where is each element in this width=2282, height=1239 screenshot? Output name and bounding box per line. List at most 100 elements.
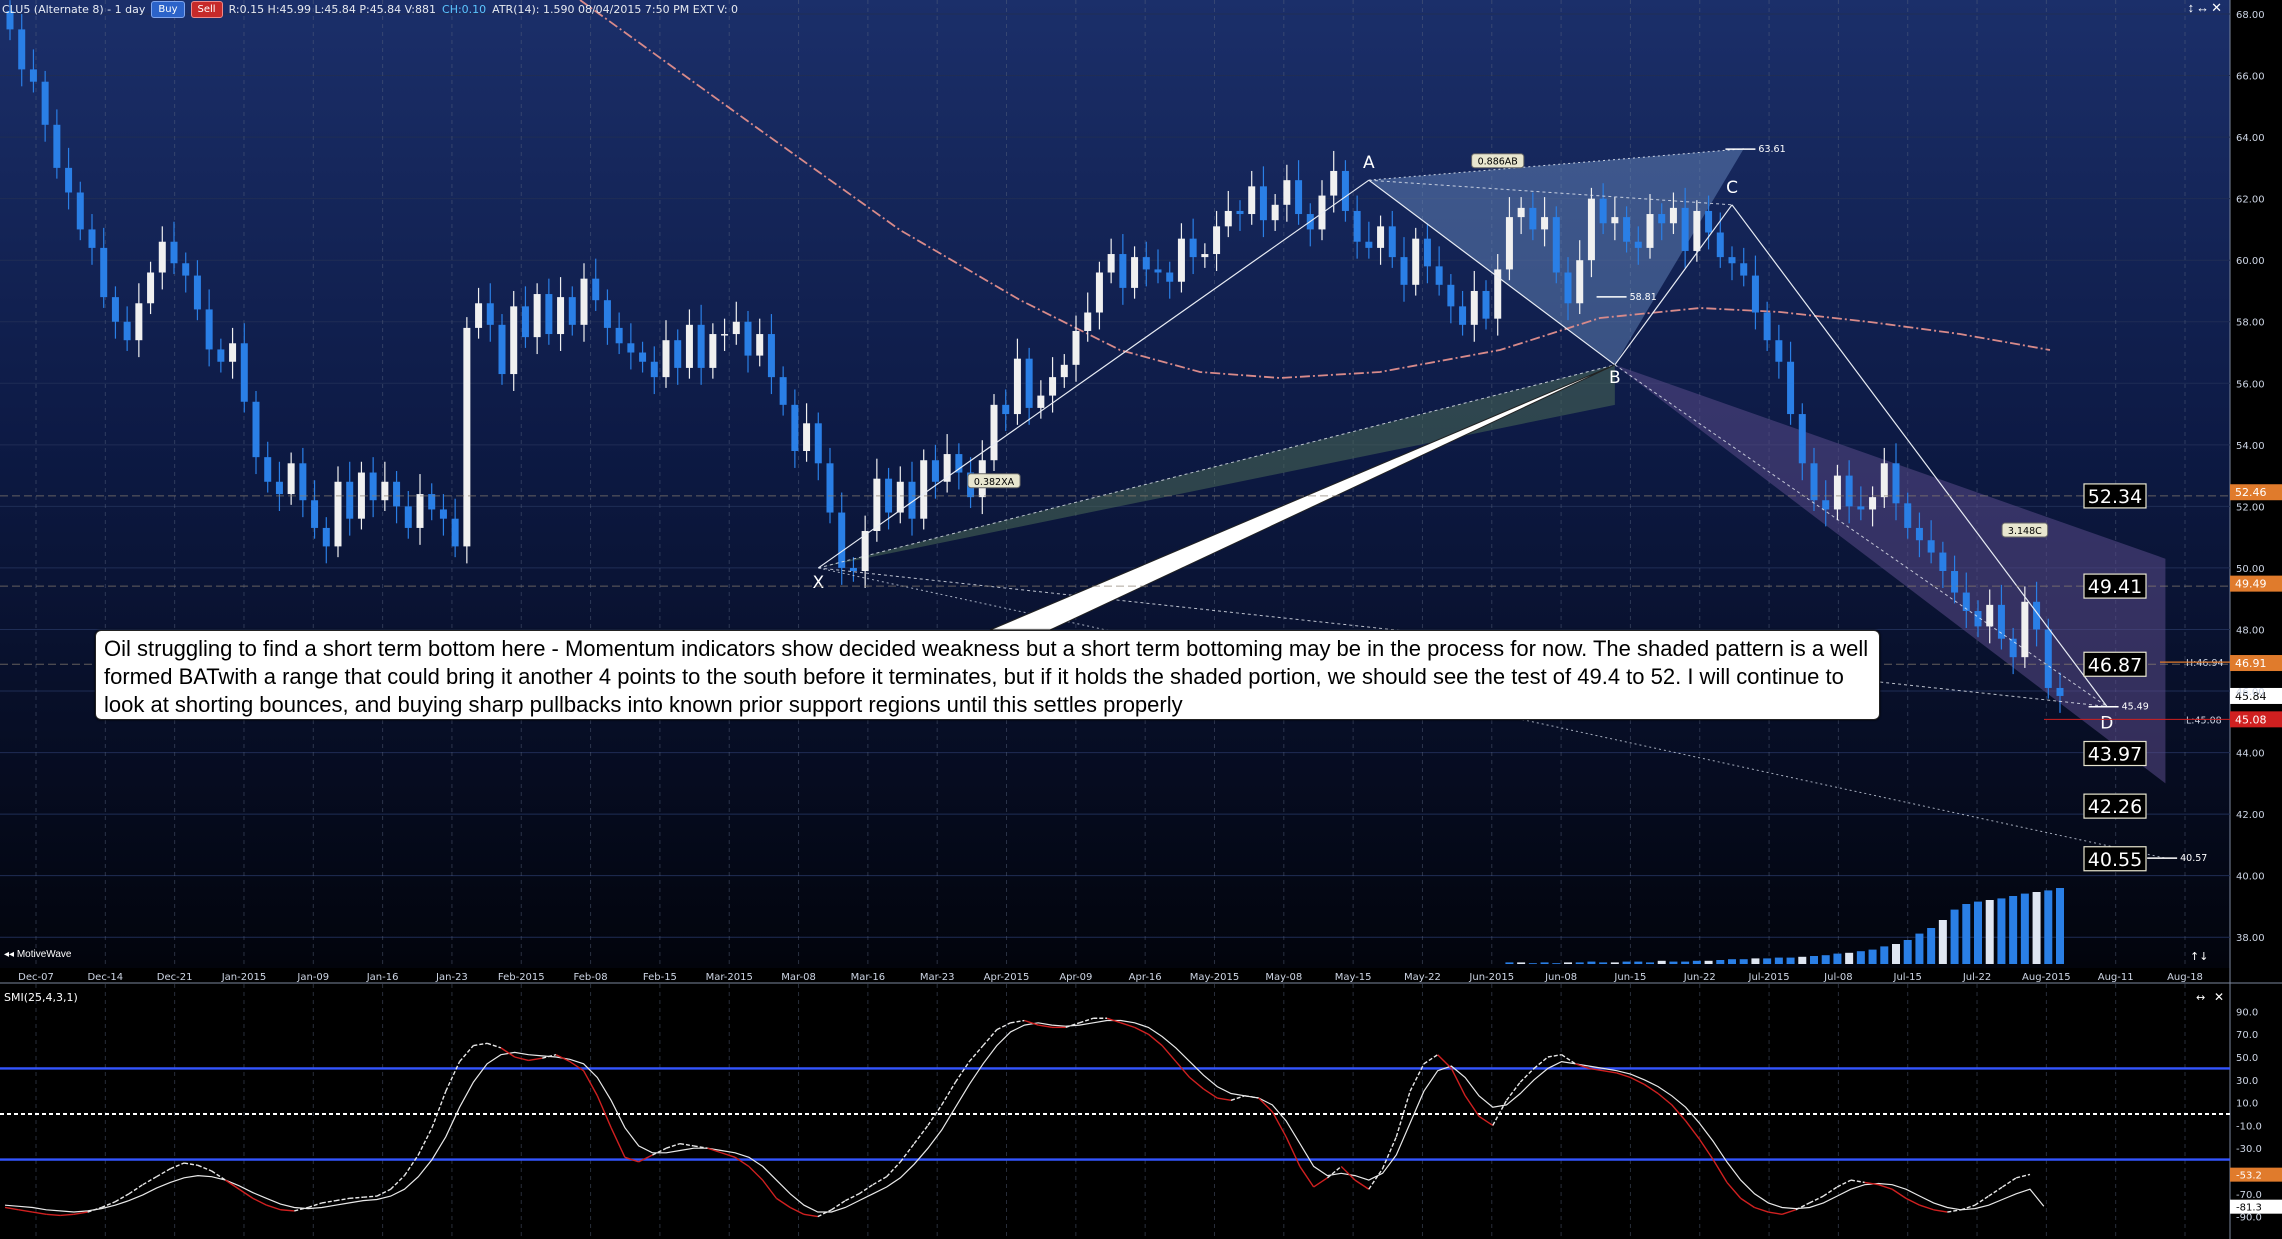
candle-body <box>264 457 272 482</box>
candle-body <box>486 303 494 325</box>
smi-signal-segment <box>1106 1017 1122 1024</box>
level-text: 40.57 <box>2180 853 2207 864</box>
moving-average-line <box>579 0 2051 379</box>
candle-body <box>123 321 131 341</box>
candle-body <box>1997 604 2005 639</box>
smi-signal-segment <box>1533 1056 1549 1069</box>
candle-body <box>205 309 213 350</box>
smi-signal-segment <box>335 1197 350 1202</box>
smi-signal-segment <box>652 1147 667 1156</box>
smi-signal-segment <box>101 1201 116 1209</box>
smi-signal-segment <box>1395 1090 1411 1138</box>
candle-body <box>1728 257 1736 264</box>
candle-body <box>1365 241 1373 248</box>
smi-signal-segment <box>1492 1099 1508 1126</box>
level-text: 45.49 <box>2122 702 2149 713</box>
candle-body <box>182 263 190 276</box>
volume-bar <box>1974 901 1982 964</box>
smi-signal-segment <box>913 1124 929 1145</box>
date-tick-label: May-08 <box>1265 972 1302 983</box>
level-text: 58.81 <box>1630 292 1657 303</box>
smi-signal-segment <box>1161 1045 1177 1063</box>
low-label: L:45.08 <box>2186 715 2222 726</box>
candle-body <box>1388 226 1396 258</box>
axis-marker <box>2230 484 2282 501</box>
smi-signal-segment <box>183 1162 198 1166</box>
date-tick-label: Jun-22 <box>1683 972 1716 983</box>
candle-body <box>65 167 73 193</box>
volume-bar <box>1903 940 1912 964</box>
smi-signal-segment <box>1340 1165 1356 1181</box>
candle-body <box>1646 214 1654 248</box>
volume-bar <box>2032 892 2041 964</box>
collapse-arrows-icon[interactable]: ◂◂ <box>4 949 17 960</box>
volume-bar <box>2056 888 2064 964</box>
smi-signal-segment <box>1437 1054 1452 1069</box>
volume-bar <box>1681 961 1690 964</box>
volume-bar <box>1833 953 1842 964</box>
candle-body <box>2044 629 2052 688</box>
smi-signal-segment <box>762 1179 777 1199</box>
smi-signal-segment <box>1864 1181 1879 1186</box>
smi-signal-segment <box>1409 1063 1425 1092</box>
date-tick-label: Apr-09 <box>1059 972 1092 983</box>
candle-body <box>1927 540 1935 553</box>
candle-body <box>1693 210 1701 251</box>
date-tick-label: Aug-11 <box>2098 972 2134 983</box>
smi-signal-segment <box>721 1152 736 1158</box>
candle-body <box>1833 475 1841 510</box>
smi-signal-segment <box>555 1054 571 1063</box>
volume-bar <box>1517 962 1526 964</box>
price-tick-label: 54.00 <box>2236 441 2265 452</box>
buy-button[interactable]: Buy <box>151 0 185 18</box>
price-tick-label: 46.00 <box>2236 687 2265 698</box>
candle-body <box>803 423 811 451</box>
smi-signal-segment <box>1891 1188 1907 1199</box>
volume-bar <box>1646 962 1654 964</box>
axis-marker-label: 52.46 <box>2235 486 2267 499</box>
pattern-ratio-line <box>1368 179 1733 206</box>
candle-body <box>41 81 49 125</box>
smi-signal-segment <box>1547 1054 1562 1058</box>
smi-signal-segment <box>776 1197 791 1209</box>
date-tick-label: Jul-15 <box>1893 972 1922 983</box>
candle-body <box>1587 198 1595 261</box>
candle-body <box>650 361 658 378</box>
smi-signal-segment <box>831 1200 846 1211</box>
atr-readout: ATR(14): 1.590 08/04/2015 7:50 PM EXT V:… <box>492 2 739 16</box>
smi-arrows-icon[interactable]: ↔ <box>2196 991 2205 1004</box>
smi-signal-segment <box>1657 1092 1673 1106</box>
candle-body <box>1951 571 1959 593</box>
candle-body <box>2056 687 2064 696</box>
axis-marker-label: 45.08 <box>2235 713 2267 726</box>
candle-body <box>416 494 424 528</box>
smi-signal-segment <box>1919 1204 1934 1211</box>
window-controls-icon[interactable]: ↕↔✕ <box>2187 0 2224 15</box>
volume-bar <box>1786 957 1795 964</box>
candle-body <box>369 472 377 501</box>
volume-bar <box>1821 955 1830 964</box>
volume-bar <box>1552 963 1561 964</box>
smi-close-icon[interactable]: ✕ <box>2214 990 2224 1004</box>
axis-marker-label: 49.49 <box>2235 578 2267 591</box>
sell-button[interactable]: Sell <box>190 0 223 18</box>
ratio-badge-label: 0.382XA <box>974 477 1015 488</box>
candle-body <box>240 343 248 402</box>
axis-marker <box>2230 711 2282 728</box>
candle-body <box>1400 257 1408 285</box>
level-box-label: 43.97 <box>2088 744 2142 766</box>
date-tick-label: Aug-2015 <box>2022 972 2071 983</box>
smi-signal-segment <box>1354 1179 1370 1190</box>
pattern-leg <box>817 179 1370 569</box>
price-arrows-icon[interactable]: ↑↓ <box>2190 950 2208 963</box>
candle-body <box>1107 254 1115 273</box>
candle-body <box>1049 377 1057 396</box>
smi-signal-segment <box>431 1090 447 1128</box>
candle-body <box>6 10 14 30</box>
level-box <box>2083 793 2147 819</box>
candle-body <box>311 500 319 528</box>
candle-body <box>908 481 916 519</box>
candle-body <box>1283 180 1291 205</box>
smi-signal-segment <box>142 1176 157 1186</box>
candle-body <box>2009 638 2017 658</box>
